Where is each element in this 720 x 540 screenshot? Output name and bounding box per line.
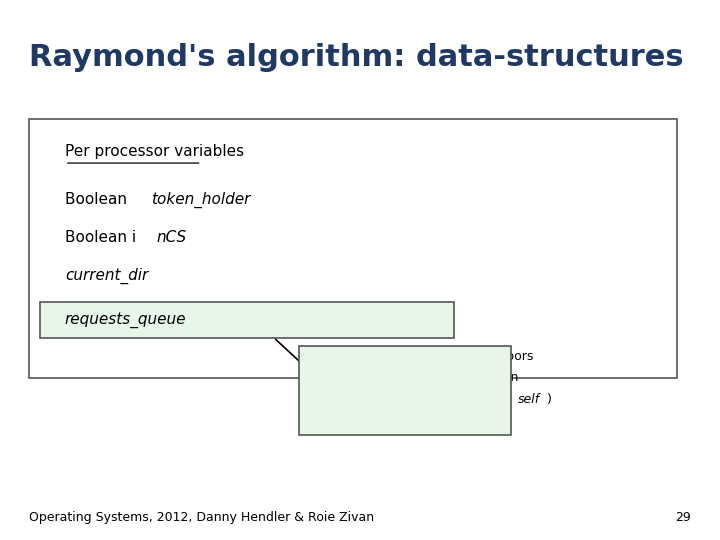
Text: Raymond's algorithm: data-structures: Raymond's algorithm: data-structures — [29, 43, 683, 72]
Text: Boolean: Boolean — [65, 192, 132, 207]
Text: token_holder: token_holder — [151, 192, 251, 208]
Text: Per processor variables: Per processor variables — [65, 144, 244, 159]
Text: requests_queue: requests_queue — [65, 312, 186, 328]
Text: nCS: nCS — [156, 230, 186, 245]
Text: 29: 29 — [675, 511, 691, 524]
Text: ): ) — [546, 393, 552, 406]
Text: from which requests for the token: from which requests for the token — [306, 372, 518, 384]
FancyBboxPatch shape — [40, 302, 454, 338]
Text: FIFO queue holding IDs of neighbors: FIFO queue holding IDs of neighbors — [306, 350, 534, 363]
Text: arrived (may also contain: arrived (may also contain — [306, 393, 470, 406]
FancyBboxPatch shape — [299, 346, 511, 435]
Text: self: self — [518, 393, 540, 406]
Text: Operating Systems, 2012, Danny Hendler & Roie Zivan: Operating Systems, 2012, Danny Hendler &… — [29, 511, 374, 524]
Text: current_dir: current_dir — [65, 267, 148, 284]
Text: Boolean i: Boolean i — [65, 230, 136, 245]
FancyBboxPatch shape — [29, 119, 677, 378]
